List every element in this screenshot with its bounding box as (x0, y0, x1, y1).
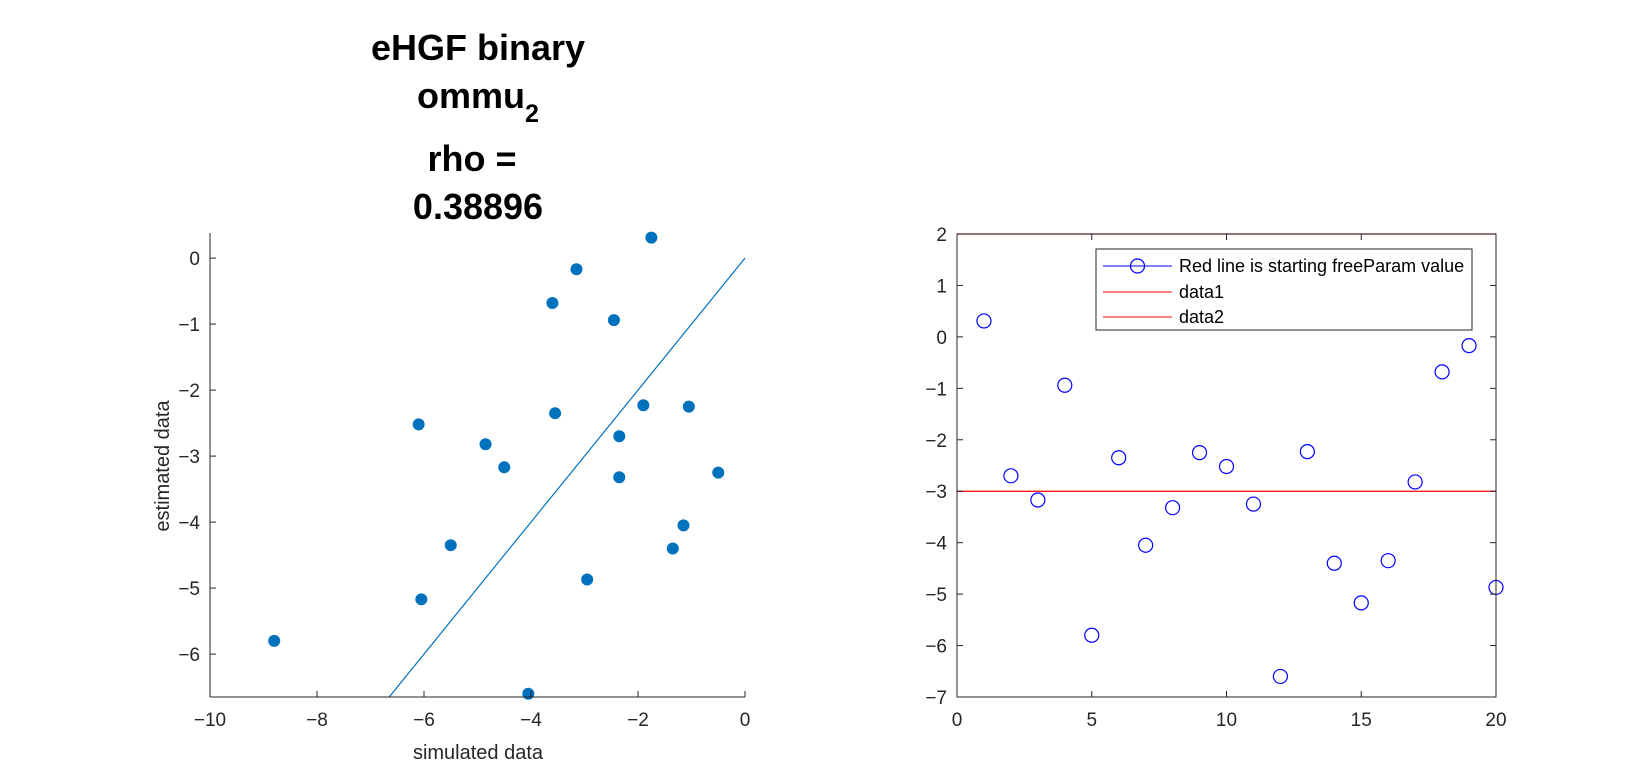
series-1-marker (1299, 444, 1315, 460)
series-1-marker (1111, 450, 1127, 466)
y-tick-label: −5 (178, 579, 200, 600)
title-line-1: eHGF binary (371, 27, 585, 68)
legend: Red line is starting freeParam value dat… (1095, 248, 1473, 331)
title-line-4: 0.38896 (413, 186, 543, 227)
x-axis-label: simulated data (413, 742, 544, 764)
identity-line (388, 257, 746, 698)
scatter-point (549, 407, 562, 420)
y-tick-label: −1 (178, 315, 200, 336)
series-1-marker (1407, 474, 1423, 490)
y-tick-label: 0 (189, 249, 200, 270)
title-subscript: 2 (525, 100, 539, 128)
title-line-2: ommu2 (417, 75, 539, 128)
y-tick-label: −1 (925, 379, 947, 400)
scatter-point (546, 296, 559, 309)
scatter-point (645, 231, 658, 244)
scatter-point (412, 418, 425, 431)
scatter-point (268, 634, 281, 647)
series-1-marker (1138, 537, 1154, 553)
y-tick-label: 0 (936, 328, 947, 349)
legend-label-series-1: Red line is starting freeParam value (1179, 256, 1464, 276)
scatter-point (613, 430, 626, 443)
series-1-marker (1003, 468, 1019, 484)
legend-label-data2: data2 (1179, 307, 1224, 327)
x-tick-label: −8 (306, 710, 328, 731)
left-axes: −10 −8 −6 −4 −2 0−6−5−4−3−2−10 (178, 233, 750, 731)
title-line-3: rho = (427, 138, 516, 179)
left-scatter-panel: eHGF binary ommu2 rho = 0.38896 −10 −8 −6−… (152, 27, 750, 764)
scatter-point (570, 263, 583, 276)
legend-swatch-marker-series-1 (1129, 258, 1146, 274)
scatter-point (498, 461, 511, 474)
series-1-marker (1057, 377, 1073, 393)
x-tick-label: 15 (1351, 710, 1372, 731)
series-1-marker (1030, 492, 1046, 508)
y-tick-label: 2 (936, 225, 947, 246)
scatter-point (522, 687, 535, 700)
x-tick-label: 20 (1485, 710, 1506, 731)
series-1-marker (1434, 364, 1450, 380)
series-1-marker (1245, 496, 1262, 512)
x-tick-label: 10 (1216, 710, 1237, 731)
title-line-2-main: ommu (417, 75, 525, 116)
y-tick-label: −5 (925, 585, 947, 606)
x-tick-label: −2 (627, 710, 649, 731)
y-tick-label: −6 (178, 645, 200, 666)
series-1-marker (1218, 458, 1235, 475)
legend-label-data1: data1 (1179, 282, 1224, 302)
left-chart-title: eHGF binary ommu2 rho = 0.38896 (371, 27, 585, 227)
series-1-marker (1461, 338, 1477, 354)
y-tick-label: −6 (925, 637, 947, 658)
y-axis-label: estimated data (152, 400, 174, 532)
scatter-point (613, 471, 626, 484)
scatter-point (682, 400, 695, 413)
y-tick-label: −3 (178, 447, 200, 468)
series-1-marker (1380, 553, 1396, 569)
series-1-marker (1353, 595, 1369, 611)
x-tick-label: 0 (952, 710, 963, 731)
series-1-marker (1326, 555, 1342, 571)
scatter-point (444, 539, 457, 552)
y-tick-label: −4 (925, 534, 947, 555)
series-1-marker (1084, 627, 1100, 643)
x-tick-label: −6 (413, 710, 435, 731)
scatter-point (712, 466, 725, 479)
y-tick-label: 1 (936, 276, 947, 297)
scatter-point (581, 573, 594, 586)
left-plot-marks (268, 231, 746, 700)
y-tick-label: −4 (178, 513, 200, 534)
x-tick-label: −4 (520, 710, 542, 731)
y-tick-label: −3 (925, 482, 947, 503)
scatter-point (637, 399, 650, 412)
x-tick-label: −10 (194, 710, 226, 731)
y-tick-label: −7 (925, 688, 947, 709)
x-tick-label: 5 (1086, 710, 1097, 731)
series-1-marker (1272, 668, 1289, 685)
y-tick-label: −2 (925, 431, 947, 452)
series-1-marker (976, 313, 992, 329)
scatter-point (666, 542, 679, 555)
scatter-point (677, 519, 690, 532)
scatter-point (607, 314, 620, 327)
y-tick-label: −2 (178, 381, 200, 402)
series-1-marker (1164, 500, 1181, 516)
series-1-marker (1191, 445, 1208, 461)
x-tick-label: 0 (740, 710, 751, 731)
scatter-point (479, 438, 492, 451)
scatter-point (415, 593, 428, 606)
